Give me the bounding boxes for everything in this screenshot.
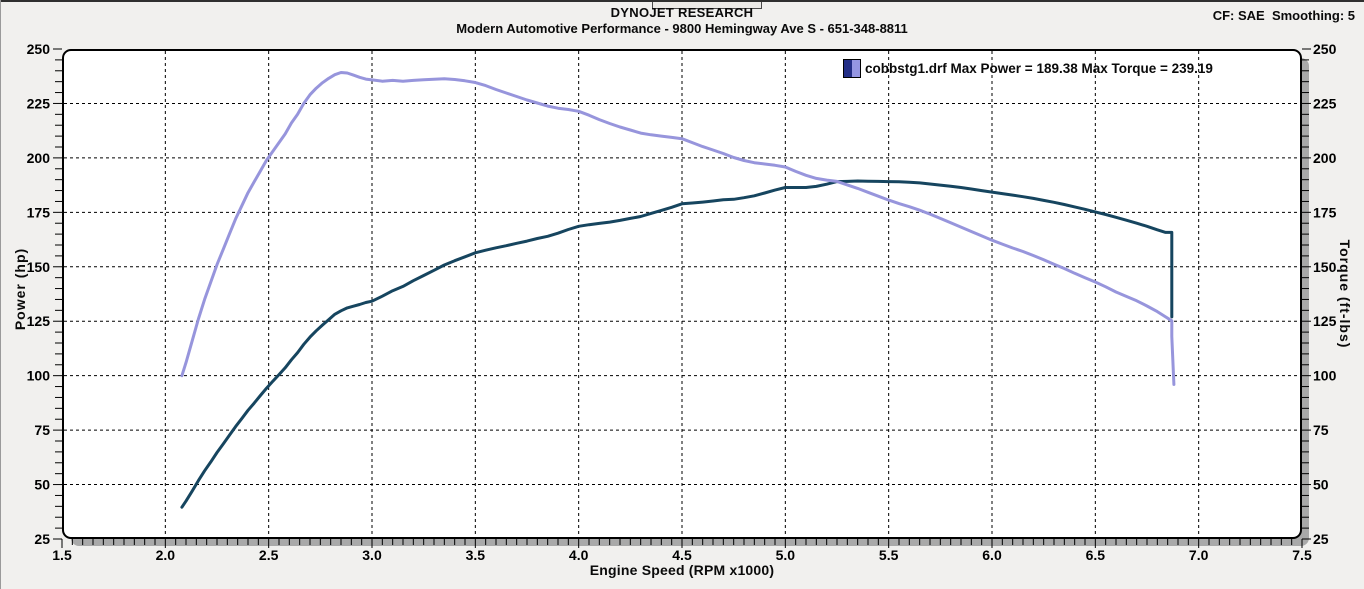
y-tick-label-right: 50 bbox=[1313, 477, 1329, 493]
plot-area bbox=[62, 49, 1302, 539]
y-axis-title-torque: Torque (ft-lbs) bbox=[1337, 239, 1353, 349]
y-tick-label-right: 250 bbox=[1313, 41, 1337, 57]
legend-file-name: cobbstg1.drf bbox=[865, 61, 947, 76]
y-tick-label-right: 75 bbox=[1313, 422, 1329, 438]
x-tick-label: 1.5 bbox=[52, 547, 72, 563]
y-tick-label-left: 225 bbox=[27, 95, 51, 111]
y-tick-label-right: 200 bbox=[1313, 150, 1337, 166]
y-tick-label-right: 25 bbox=[1313, 531, 1329, 547]
splitter-handle[interactable] bbox=[652, 2, 762, 9]
y-tick-label-right: 125 bbox=[1313, 313, 1337, 329]
y-tick-label-right: 100 bbox=[1313, 368, 1337, 384]
x-tick-label: 6.5 bbox=[1086, 547, 1106, 563]
x-tick-label: 2.5 bbox=[259, 547, 279, 563]
x-tick-label: 5.5 bbox=[879, 547, 899, 563]
x-tick-label: 3.0 bbox=[362, 547, 382, 563]
y-tick-label-left: 175 bbox=[27, 204, 51, 220]
x-tick-label: 7.0 bbox=[1189, 547, 1209, 563]
y-tick-label-right: 175 bbox=[1313, 204, 1337, 220]
legend-swatch-power bbox=[844, 60, 852, 77]
x-tick-label: 2.0 bbox=[156, 547, 176, 563]
y-tick-label-left: 25 bbox=[34, 531, 50, 547]
x-tick-label: 4.5 bbox=[672, 547, 692, 563]
shop-subtitle: Modern Automotive Performance - 9800 Hem… bbox=[456, 21, 908, 36]
y-axis-title-power: Power (hp) bbox=[12, 247, 28, 331]
x-tick-label: 7.5 bbox=[1292, 547, 1312, 563]
y-tick-label-left: 150 bbox=[27, 259, 51, 275]
x-tick-label: 5.0 bbox=[776, 547, 796, 563]
y-tick-label-left: 100 bbox=[27, 368, 51, 384]
x-tick-label: 6.0 bbox=[982, 547, 1002, 563]
x-tick-label: 3.5 bbox=[466, 547, 486, 563]
y-tick-label-left: 75 bbox=[34, 422, 50, 438]
legend-max-torque: Max Torque = 239.19 bbox=[1081, 61, 1213, 76]
y-tick-label-left: 50 bbox=[34, 477, 50, 493]
x-axis-title: Engine Speed (RPM x1000) bbox=[589, 562, 775, 578]
x-tick-label: 4.0 bbox=[569, 547, 589, 563]
y-tick-label-right: 150 bbox=[1313, 259, 1337, 275]
legend-swatch-torque bbox=[852, 60, 860, 77]
window-top-border bbox=[0, 0, 1364, 2]
legend-max-power: Max Power = 189.38 bbox=[950, 61, 1078, 76]
y-tick-label-left: 250 bbox=[27, 41, 51, 57]
run-legend[interactable]: cobbstg1.drf Max Power = 189.38 Max Torq… bbox=[843, 59, 1213, 78]
y-tick-label-left: 125 bbox=[27, 313, 51, 329]
y-tick-label-right: 225 bbox=[1313, 95, 1337, 111]
window-left-border bbox=[0, 0, 1, 589]
page-title: DYNOJET RESEARCH bbox=[610, 5, 754, 20]
correction-smoothing-info: CF: SAE Smoothing: 5 bbox=[1212, 8, 1355, 23]
y-tick-label-left: 200 bbox=[27, 150, 51, 166]
legend-swatch bbox=[843, 59, 861, 78]
